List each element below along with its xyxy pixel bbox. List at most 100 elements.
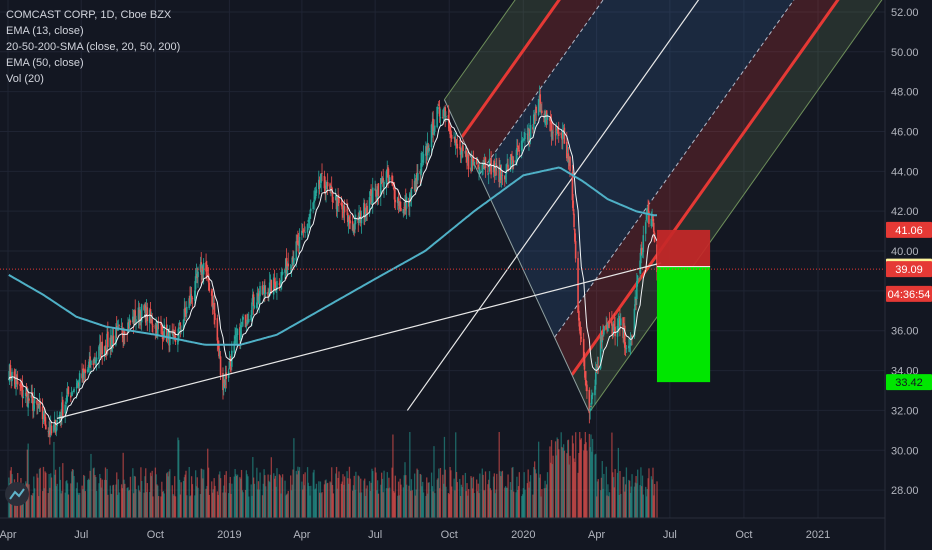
volume-bar: [82, 489, 84, 518]
volume-bar: [61, 490, 63, 518]
candle-body: [103, 346, 106, 357]
volume-bar: [364, 478, 366, 518]
position-stop-zone: [656, 229, 711, 267]
candle-body: [101, 341, 104, 355]
candle-body: [106, 333, 108, 351]
candle-body: [315, 189, 318, 193]
candle-body: [115, 325, 118, 328]
volume-bar: [539, 474, 541, 518]
candle-body: [32, 404, 35, 410]
volume-bar: [436, 479, 438, 518]
volume-bar: [343, 484, 345, 518]
candle-body: [296, 241, 298, 243]
candle-body: [471, 159, 474, 161]
volume-bar: [117, 479, 120, 518]
candle-body: [601, 335, 604, 343]
volume-bar: [408, 485, 410, 518]
candle-body: [573, 213, 575, 228]
volume-bar: [484, 471, 487, 518]
volume-bar: [404, 462, 406, 518]
candle-body: [330, 186, 333, 191]
volume-bar: [652, 467, 654, 518]
volume-bar: [635, 476, 637, 518]
volume-bar: [76, 482, 78, 518]
volume-bar: [37, 477, 39, 518]
volume-bar: [66, 483, 69, 518]
volume-bar: [473, 493, 475, 518]
candle-body: [398, 201, 401, 206]
volume-bar: [228, 483, 231, 518]
volume-bar: [338, 471, 340, 518]
candle-body: [28, 398, 30, 401]
volume-bar: [235, 474, 237, 518]
volume-bar: [133, 475, 136, 518]
volume-bar: [245, 470, 248, 518]
volume-bar: [558, 449, 560, 518]
candle-body: [477, 164, 480, 170]
time-tick-label: Apr: [0, 529, 17, 541]
candle-body: [8, 379, 10, 381]
candle-body: [539, 94, 542, 112]
candle-body: [53, 424, 55, 432]
candle-body: [205, 262, 207, 272]
candle-body: [291, 257, 294, 266]
volume-bar: [319, 492, 321, 518]
candle-body: [459, 147, 462, 155]
candle-body: [25, 391, 28, 395]
volume-bar: [26, 449, 29, 518]
volume-bar: [616, 472, 619, 518]
price-tag-bg: [886, 374, 932, 391]
candle-body: [78, 382, 80, 387]
volume-bar: [111, 494, 113, 518]
candle-body: [334, 195, 337, 201]
candle-body: [552, 132, 554, 134]
candle-body: [335, 198, 338, 210]
candle-body: [569, 156, 571, 171]
volume-bar: [290, 490, 293, 518]
candle-body: [408, 193, 411, 207]
candle-body: [239, 324, 242, 342]
volume-bar: [92, 468, 95, 518]
volume-bar: [623, 476, 625, 518]
volume-bar: [550, 440, 553, 518]
candle-body: [498, 166, 500, 182]
candle-body: [235, 335, 238, 337]
candle-body: [301, 230, 303, 236]
candle-body: [512, 160, 514, 168]
candle-body: [325, 190, 327, 192]
volume-bar: [161, 491, 164, 518]
volume-bar: [477, 483, 479, 518]
time-tick-label: Jul: [368, 529, 382, 541]
candle-body: [478, 169, 480, 171]
volume-bar: [566, 440, 569, 518]
candle-body: [20, 383, 22, 389]
candle-body: [320, 173, 323, 183]
volume-bar: [264, 475, 266, 518]
volume-bar: [335, 466, 338, 518]
volume-bar: [302, 489, 304, 518]
volume-bar: [619, 471, 621, 518]
volume-bar: [274, 475, 277, 518]
candle-body: [331, 192, 334, 202]
pitchfork-line-2: [478, 0, 604, 175]
candle-body: [597, 366, 599, 368]
candle-body: [409, 195, 412, 197]
candle-body: [428, 147, 430, 152]
volume-bar: [99, 478, 102, 518]
candle-body: [652, 214, 654, 221]
candle-body: [38, 403, 41, 409]
time-tick-label: Apr: [293, 529, 310, 541]
candle-body: [133, 311, 136, 326]
candle-body: [308, 217, 310, 219]
candle-body: [70, 395, 72, 398]
volume-bar: [516, 476, 518, 518]
volume-bar: [71, 471, 73, 518]
volume-bar: [64, 492, 66, 518]
candle-body: [449, 127, 451, 135]
candle-body: [247, 320, 249, 324]
volume-bar: [451, 486, 453, 518]
candle-body: [256, 293, 259, 303]
candle-body: [33, 398, 36, 404]
volume-bar: [98, 483, 100, 518]
